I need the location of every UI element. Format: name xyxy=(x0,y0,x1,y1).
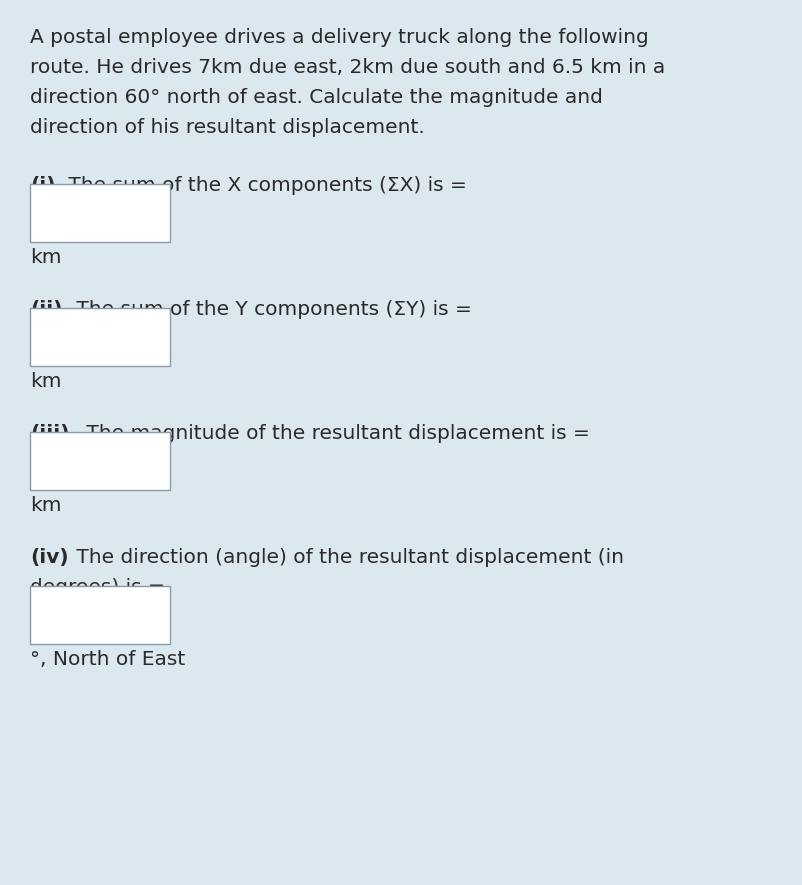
Text: The magnitude of the resultant displacement is =: The magnitude of the resultant displacem… xyxy=(80,424,589,443)
Text: (i): (i) xyxy=(30,176,55,195)
Bar xyxy=(30,308,170,366)
Text: km: km xyxy=(30,248,62,267)
Text: direction 60° north of east. Calculate the magnitude and: direction 60° north of east. Calculate t… xyxy=(30,88,602,107)
Text: °, North of East: °, North of East xyxy=(30,650,185,669)
Text: direction of his resultant displacement.: direction of his resultant displacement. xyxy=(30,118,424,137)
Text: route. He drives 7km due east, 2km due south and 6.5 km in a: route. He drives 7km due east, 2km due s… xyxy=(30,58,664,77)
Bar xyxy=(30,432,170,490)
Text: The sum of the X components (ΣX) is =: The sum of the X components (ΣX) is = xyxy=(62,176,466,195)
Text: km: km xyxy=(30,496,62,515)
Text: The direction (angle) of the resultant displacement (in: The direction (angle) of the resultant d… xyxy=(70,548,623,567)
Text: degrees) is =: degrees) is = xyxy=(30,578,164,597)
Text: The sum of the Y components (ΣY) is =: The sum of the Y components (ΣY) is = xyxy=(70,300,472,319)
Text: A postal employee drives a delivery truck along the following: A postal employee drives a delivery truc… xyxy=(30,28,648,47)
Text: (ii): (ii) xyxy=(30,300,63,319)
Text: (iii): (iii) xyxy=(30,424,70,443)
Text: (iv): (iv) xyxy=(30,548,68,567)
Bar xyxy=(30,586,170,644)
Text: km: km xyxy=(30,372,62,391)
Bar xyxy=(30,184,170,242)
